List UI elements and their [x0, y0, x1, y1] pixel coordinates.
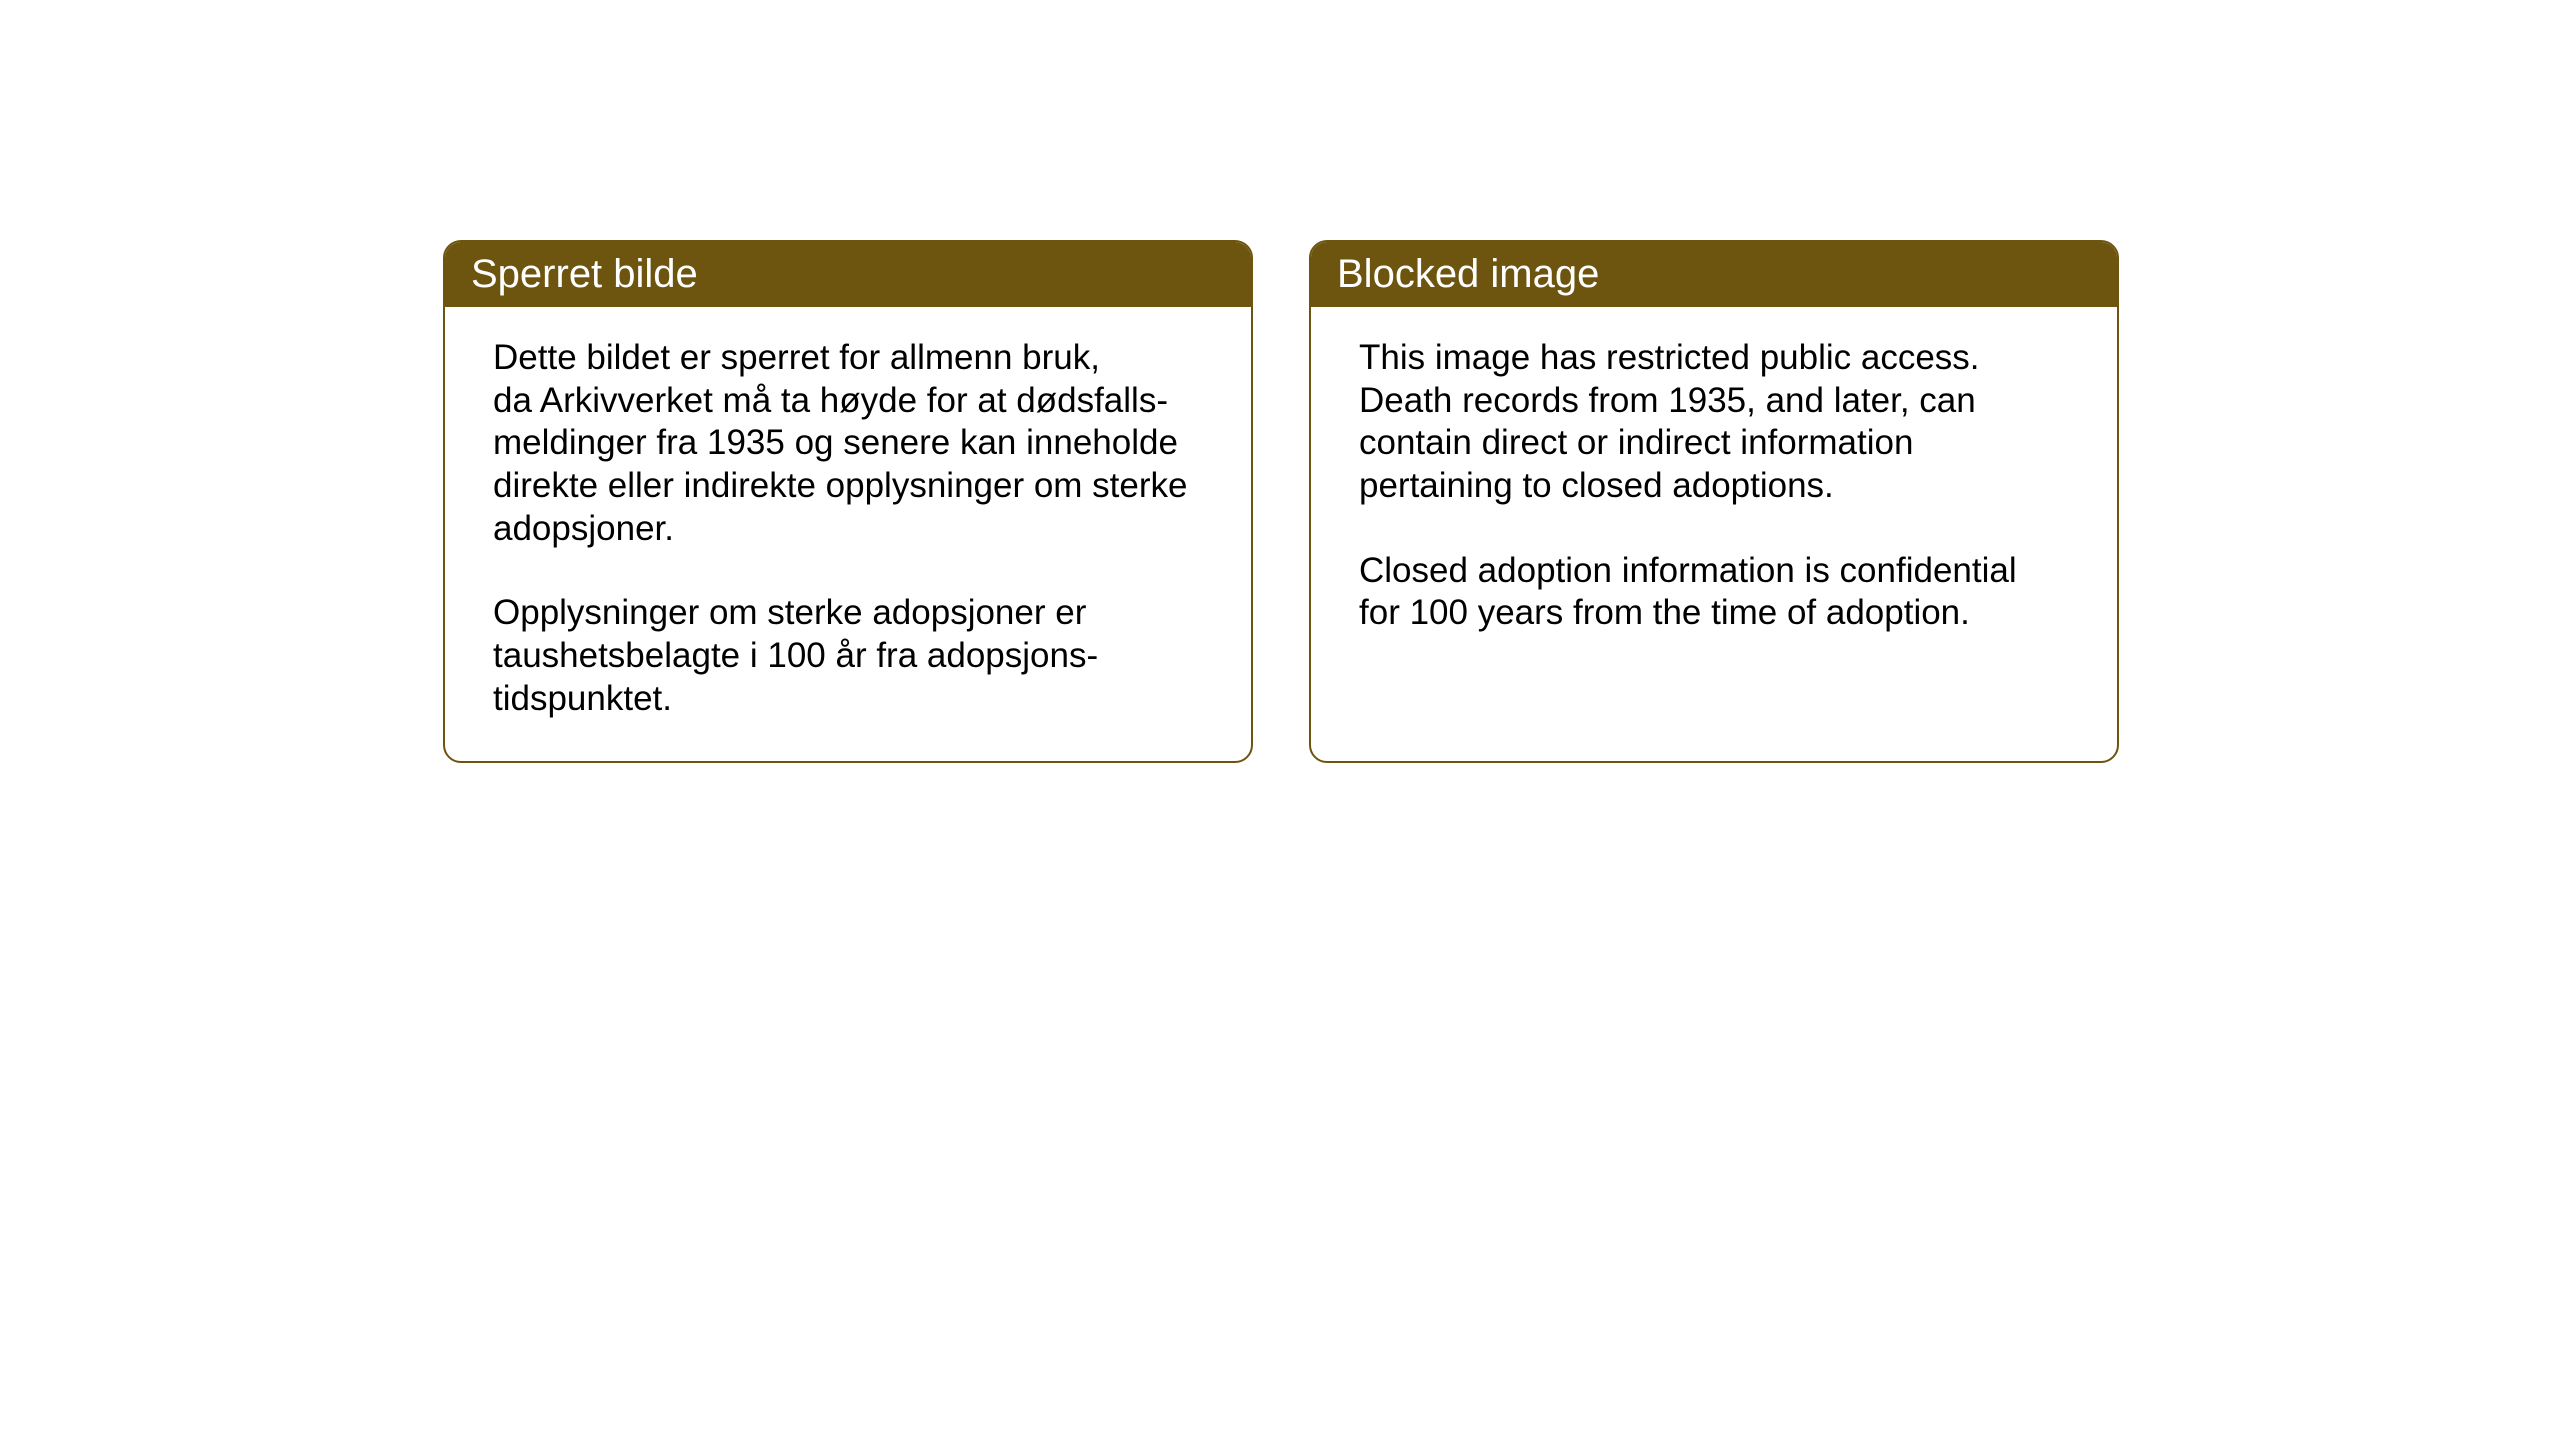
notice-container: Sperret bilde Dette bildet er sperret fo…	[443, 240, 2119, 763]
english-notice-card: Blocked image This image has restricted …	[1309, 240, 2119, 763]
norwegian-notice-card: Sperret bilde Dette bildet er sperret fo…	[443, 240, 1253, 763]
english-paragraph-2: Closed adoption information is confident…	[1359, 550, 2069, 635]
norwegian-card-title: Sperret bilde	[445, 242, 1251, 307]
english-card-body: This image has restricted public access.…	[1311, 307, 2117, 747]
english-card-title: Blocked image	[1311, 242, 2117, 307]
norwegian-card-body: Dette bildet er sperret for allmenn bruk…	[445, 307, 1251, 761]
english-paragraph-1: This image has restricted public access.…	[1359, 337, 2069, 508]
norwegian-paragraph-2: Opplysninger om sterke adopsjoner er tau…	[493, 592, 1203, 720]
norwegian-paragraph-1: Dette bildet er sperret for allmenn bruk…	[493, 337, 1203, 550]
